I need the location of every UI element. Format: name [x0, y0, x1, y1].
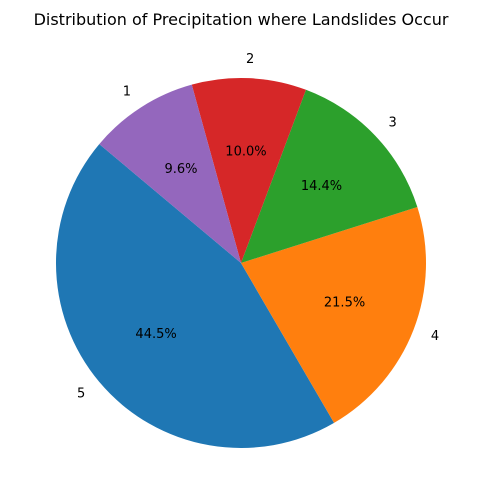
slice-label-2: 2 [246, 52, 254, 67]
slice-label-5: 5 [77, 387, 85, 402]
slice-label-1: 1 [123, 84, 131, 99]
slice-percent-1: 9.6% [164, 162, 197, 177]
pie-slices [56, 78, 426, 448]
slice-percent-5: 44.5% [135, 327, 176, 342]
chart-title: Distribution of Precipitation where Land… [34, 10, 449, 29]
slice-percent-2: 10.0% [225, 145, 266, 160]
slice-percent-3: 14.4% [301, 179, 342, 194]
slice-label-4: 4 [431, 329, 439, 344]
slice-percent-4: 21.5% [324, 295, 365, 310]
slice-label-3: 3 [389, 115, 397, 130]
